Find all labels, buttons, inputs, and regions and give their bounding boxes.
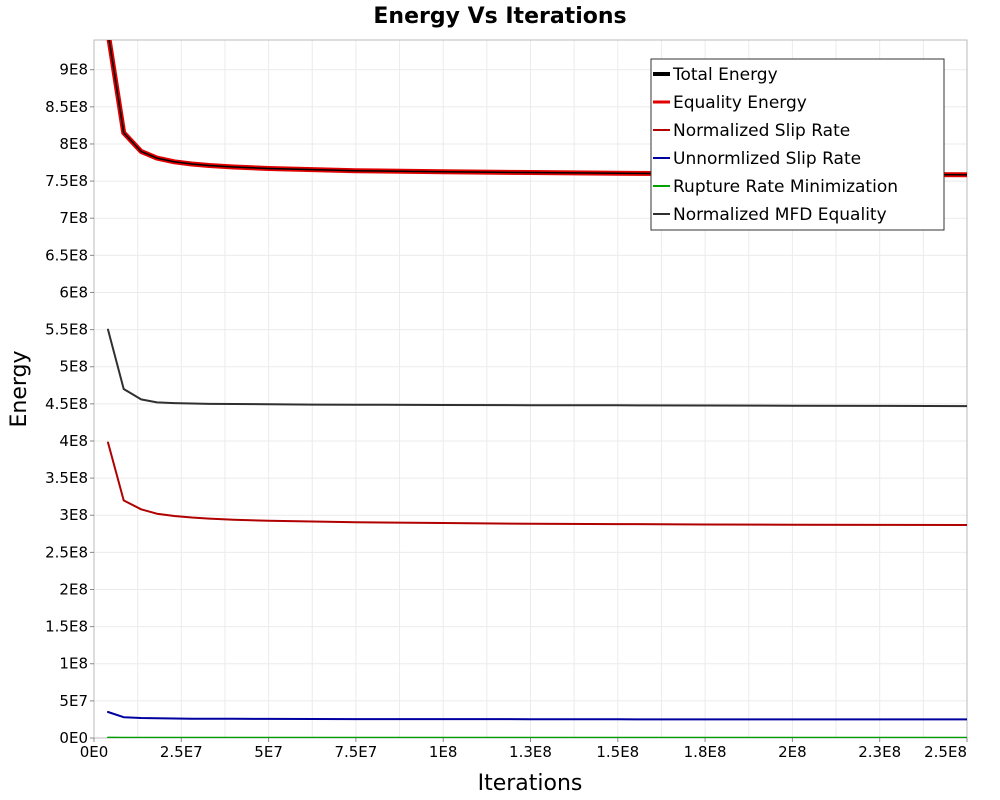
y-tick-label: 3.5E8 xyxy=(45,469,88,487)
y-tick-label: 9E8 xyxy=(59,61,88,79)
y-tick-label: 1E8 xyxy=(59,655,88,673)
x-tick-label: 1.3E8 xyxy=(509,743,552,761)
y-tick-label: 3E8 xyxy=(59,506,88,524)
y-tick-label: 5.5E8 xyxy=(45,321,88,339)
x-tick-label: 2E8 xyxy=(778,743,807,761)
y-tick-label: 8E8 xyxy=(59,135,88,153)
y-tick-label: 4E8 xyxy=(59,432,88,450)
y-tick-label: 0E0 xyxy=(59,729,88,747)
legend-label: Total Energy xyxy=(672,65,778,85)
y-tick-label: 5E8 xyxy=(59,358,88,376)
y-tick-label: 6E8 xyxy=(59,283,88,301)
series-line-normalized-slip-rate xyxy=(107,441,967,526)
y-tick-label: 7E8 xyxy=(59,209,88,227)
x-tick-label: 1E8 xyxy=(429,743,458,761)
x-tick-label: 1.8E8 xyxy=(684,743,727,761)
legend-box xyxy=(650,58,945,231)
x-tick-label: 2.5E8 xyxy=(924,743,967,761)
series-line-unnormlized-slip-rate xyxy=(107,711,967,721)
legend-label: Unnormlized Slip Rate xyxy=(673,149,861,169)
y-tick-label: 8.5E8 xyxy=(45,98,88,116)
y-tick-label: 1.5E8 xyxy=(45,618,88,636)
y-tick-label: 2.5E8 xyxy=(45,543,88,561)
x-tick-label: 7.5E7 xyxy=(334,743,377,761)
x-tick-label: 2.5E7 xyxy=(160,743,203,761)
legend-label: Equality Energy xyxy=(673,93,807,113)
y-tick-label: 4.5E8 xyxy=(45,395,88,413)
series-line-normalized-mfd-equality xyxy=(107,328,967,408)
legend-label: Normalized MFD Equality xyxy=(673,205,887,225)
legend-label: Rupture Rate Minimization xyxy=(673,177,898,197)
x-tick-label: 0E0 xyxy=(80,743,109,761)
x-axis-label: Iterations xyxy=(478,771,583,796)
x-tick-label: 2.3E8 xyxy=(858,743,901,761)
x-axis-ticks: 0E0 2.5E7 5E7 7.5E7 1E8 1.3E8 1.5E8 1.8E8 2E8 2.3… xyxy=(80,738,968,761)
y-axis-ticks: 0E0 5E7 1E8 1.5E8 2E8 2.5E8 3E8 3.5E8 4E8 4.5E8 5E… xyxy=(45,61,94,747)
chart-title: Energy Vs Iterations xyxy=(373,4,626,29)
y-tick-label: 2E8 xyxy=(59,580,88,598)
x-tick-label: 5E7 xyxy=(254,743,283,761)
y-tick-label: 5E7 xyxy=(59,692,88,710)
y-tick-label: 6.5E8 xyxy=(45,246,88,264)
legend-label: Normalized Slip Rate xyxy=(673,121,850,141)
x-tick-label: 1.5E8 xyxy=(596,743,639,761)
y-axis-label: Energy xyxy=(7,350,32,427)
y-tick-label: 7.5E8 xyxy=(45,172,88,190)
legend: Total Energy Equality Energy Normalized Sl… xyxy=(650,58,945,231)
